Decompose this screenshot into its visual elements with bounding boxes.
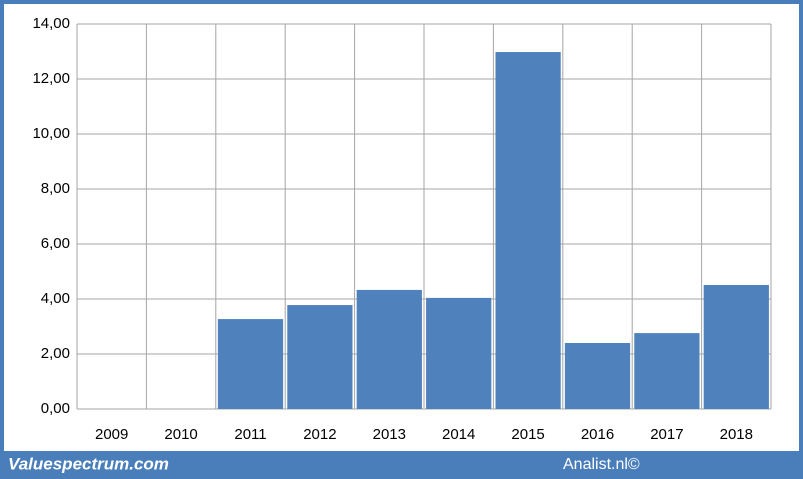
x-tick-label: 2013 (373, 426, 406, 443)
watermark: Valuespectrum.com (8, 454, 169, 473)
x-tick-label: 2012 (303, 426, 336, 443)
y-tick-label: 4,00 (41, 290, 70, 307)
bar (287, 305, 353, 409)
y-tick-label: 14,00 (32, 15, 70, 32)
watermark: Analist.nl© (563, 456, 640, 473)
bar (217, 319, 284, 409)
x-tick-label: 2015 (511, 426, 544, 443)
x-tick-label: 2011 (234, 426, 266, 443)
y-tick-label: 2,00 (41, 345, 70, 362)
y-tick-label: 8,00 (41, 180, 70, 197)
y-tick-label: 6,00 (41, 235, 70, 252)
bar (634, 333, 700, 409)
x-tick-label: 2018 (720, 426, 753, 443)
x-tick-label: 2009 (95, 426, 128, 443)
bar (564, 343, 631, 409)
x-tick-label: 2017 (650, 426, 683, 443)
x-tick-label: 2014 (442, 426, 475, 443)
bar (703, 284, 769, 409)
bar (356, 289, 422, 409)
bar (495, 52, 561, 410)
x-tick-label: 2016 (581, 426, 614, 443)
y-tick-label: 12,00 (32, 70, 70, 87)
y-tick-label: 10,00 (32, 125, 70, 142)
y-tick-label: 0,00 (41, 400, 70, 417)
x-tick-label: 2010 (164, 426, 197, 443)
bar (426, 297, 492, 409)
